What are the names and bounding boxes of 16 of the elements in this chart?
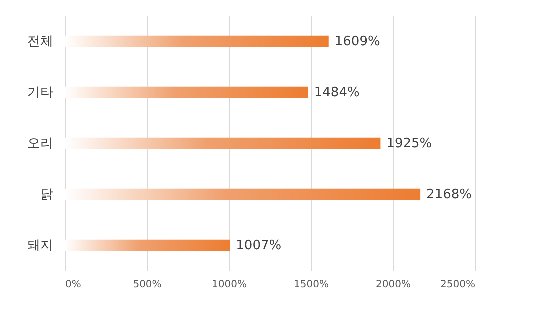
data-label: 1484% xyxy=(314,86,360,100)
x-tick-label: 1000% xyxy=(212,280,247,290)
y-tick-label: 돼지 xyxy=(28,238,54,254)
x-tick-label: 2000% xyxy=(376,280,411,290)
y-tick-label: 전체 xyxy=(28,34,54,50)
x-tick-label: 1500% xyxy=(294,280,329,290)
x-tick-label: 2500% xyxy=(440,280,476,290)
x-tick-label: 0% xyxy=(66,280,82,290)
data-label: 1007% xyxy=(236,238,282,254)
data-label: 1925% xyxy=(386,136,432,152)
y-tick-label: 닭 xyxy=(40,188,54,202)
data-label: 1609% xyxy=(334,34,380,50)
y-tick-label: 오리 xyxy=(28,136,54,152)
x-tick-label: 500% xyxy=(133,280,162,290)
data-label: 2168% xyxy=(426,188,472,202)
y-tick-label: 기타 xyxy=(28,86,54,100)
